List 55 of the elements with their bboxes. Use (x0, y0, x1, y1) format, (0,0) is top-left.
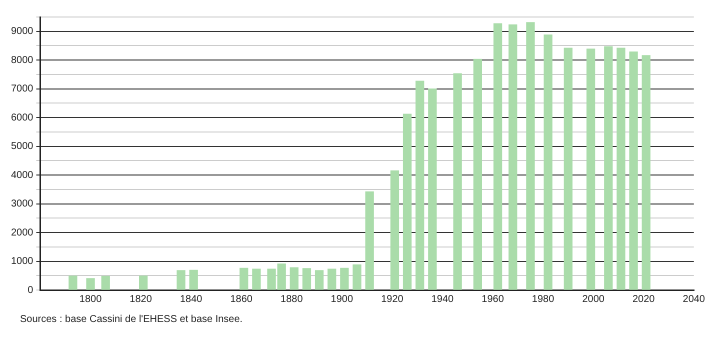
y-tick-label: 2000 (10, 227, 34, 238)
bar (629, 51, 638, 290)
bar (616, 48, 626, 290)
x-tick-label: 1860 (230, 294, 253, 305)
x-tick-label: 1800 (79, 294, 102, 305)
bar (86, 278, 95, 290)
bar (526, 22, 535, 290)
bar (544, 34, 552, 290)
bar (428, 88, 437, 290)
bar (642, 55, 650, 290)
x-tick-label: 2020 (632, 294, 656, 305)
x-tick-label: 1920 (381, 294, 404, 305)
y-tick-label: 7000 (10, 84, 34, 95)
y-tick-label: 6000 (10, 112, 34, 124)
x-tick-label: 1820 (130, 294, 152, 305)
bar (340, 268, 349, 290)
bar (302, 268, 312, 290)
bar (68, 276, 78, 290)
bar (101, 276, 110, 290)
source-note: Sources : base Cassini de l'EHESS et base Insee. (20, 314, 244, 325)
y-tick-label: 1000 (10, 256, 34, 268)
x-tick-label: 2040 (682, 294, 706, 305)
bar (328, 268, 336, 290)
x-tick-label: 2000 (582, 294, 605, 305)
bar (314, 270, 324, 290)
x-tick-label: 1900 (330, 294, 354, 305)
x-tick-label: 1940 (431, 294, 454, 305)
y-tick-label: 0 (28, 284, 34, 296)
bar (402, 114, 412, 290)
x-tick-label: 1960 (482, 294, 504, 305)
bar (493, 23, 502, 290)
bar (564, 48, 573, 290)
bar (252, 268, 261, 290)
bar (138, 276, 148, 290)
bar (176, 270, 186, 290)
bar (240, 268, 248, 290)
x-tick-label: 1980 (532, 294, 555, 305)
bar (473, 58, 482, 290)
x-tick-label: 1880 (280, 294, 304, 305)
y-tick-label: 3000 (10, 198, 34, 210)
y-tick-label: 9000 (10, 26, 34, 38)
bar (416, 80, 424, 290)
bar (586, 48, 596, 290)
y-tick-label: 4000 (10, 170, 34, 181)
bar (390, 170, 400, 290)
y-tick-label: 5000 (10, 141, 34, 152)
bar (604, 46, 613, 290)
bar (508, 24, 518, 290)
bar (453, 73, 462, 290)
x-tick-label: 1840 (180, 294, 203, 305)
y-tick-label: 8000 (10, 54, 34, 66)
bar (189, 270, 198, 290)
bar (290, 267, 298, 290)
bar (352, 264, 362, 290)
bar (365, 191, 374, 290)
